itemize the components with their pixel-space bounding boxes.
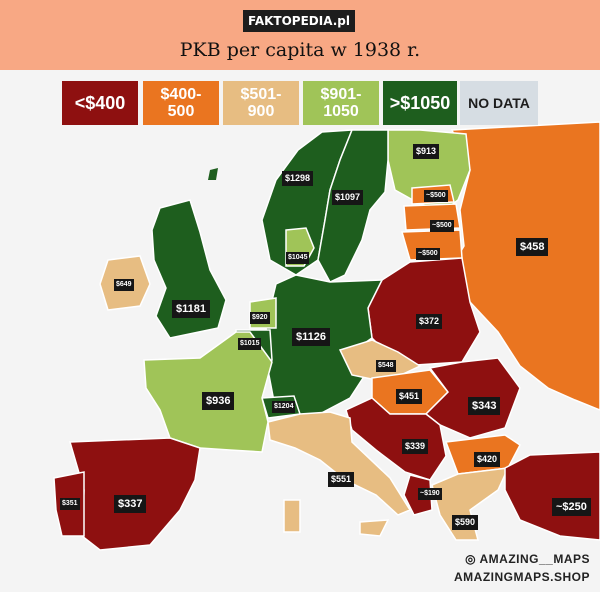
region-sicily <box>359 519 390 537</box>
label-hungary: $451 <box>396 389 423 404</box>
label-norway: $1298 <box>282 171 314 186</box>
label-albania: ~$190 <box>418 488 442 500</box>
label-uk: $1181 <box>172 300 210 318</box>
legend-no-data: NO DATA <box>460 81 538 125</box>
label-netherlands: $920 <box>250 312 270 324</box>
region-sweden <box>317 129 389 283</box>
label-romania: $343 <box>468 397 501 415</box>
legend-901-1050: $901- 1050 <box>303 81 379 125</box>
label-finland: $913 <box>413 144 440 159</box>
region-islands <box>208 168 218 180</box>
label-bulgaria: $420 <box>474 452 501 467</box>
label-italy: $551 <box>328 472 355 487</box>
region-yugoslavia <box>345 397 447 481</box>
label-latvia: ~$500 <box>430 220 454 232</box>
region-spain <box>69 437 201 551</box>
label-yugoslavia: $339 <box>402 439 429 454</box>
credit-shop: AMAZINGMAPS.SHOP <box>453 570 590 584</box>
label-belgium: $1015 <box>238 338 262 350</box>
label-switzerland: $1204 <box>272 401 296 413</box>
region-turkey <box>504 451 600 541</box>
page-title: PKB per capita w 1938 r. <box>179 39 421 61</box>
legend-400-500: $400- 500 <box>143 81 219 125</box>
map-area: <$400 $400- 500 $501- 900 $901- 1050 >$1050… <box>0 70 600 592</box>
header-banner: FAKTOPEDIA.pl PKB per capita w 1938 r. <box>0 0 600 70</box>
label-germany: $1126 <box>292 328 330 346</box>
europe-map <box>53 121 600 551</box>
legend-over-1050: >$1050 <box>383 81 457 125</box>
label-czechoslovakia: $548 <box>376 360 396 372</box>
legend-501-900: $501- 900 <box>223 81 299 125</box>
label-ussr: $458 <box>516 238 549 256</box>
label-turkey: ~$250 <box>552 498 591 516</box>
label-ireland: $649 <box>114 279 134 291</box>
region-ussr <box>450 121 600 411</box>
label-poland: $372 <box>416 314 443 329</box>
label-france: $936 <box>202 392 235 410</box>
label-sweden: $1097 <box>332 190 364 205</box>
legend-under-400: <$400 <box>62 81 138 125</box>
region-greece <box>431 467 510 541</box>
credit-instagram: ◎ AMAZING__MAPS <box>465 552 590 566</box>
site-logo[interactable]: FAKTOPEDIA.pl <box>243 10 355 32</box>
label-lithuania: ~$500 <box>416 248 440 260</box>
label-portugal: $351 <box>60 498 80 510</box>
label-greece: $590 <box>452 515 479 530</box>
label-spain: $337 <box>114 495 147 513</box>
label-denmark: $1045 <box>286 252 310 264</box>
label-estonia: ~$500 <box>424 190 448 202</box>
region-italy <box>267 411 412 516</box>
region-sardinia <box>283 499 301 533</box>
